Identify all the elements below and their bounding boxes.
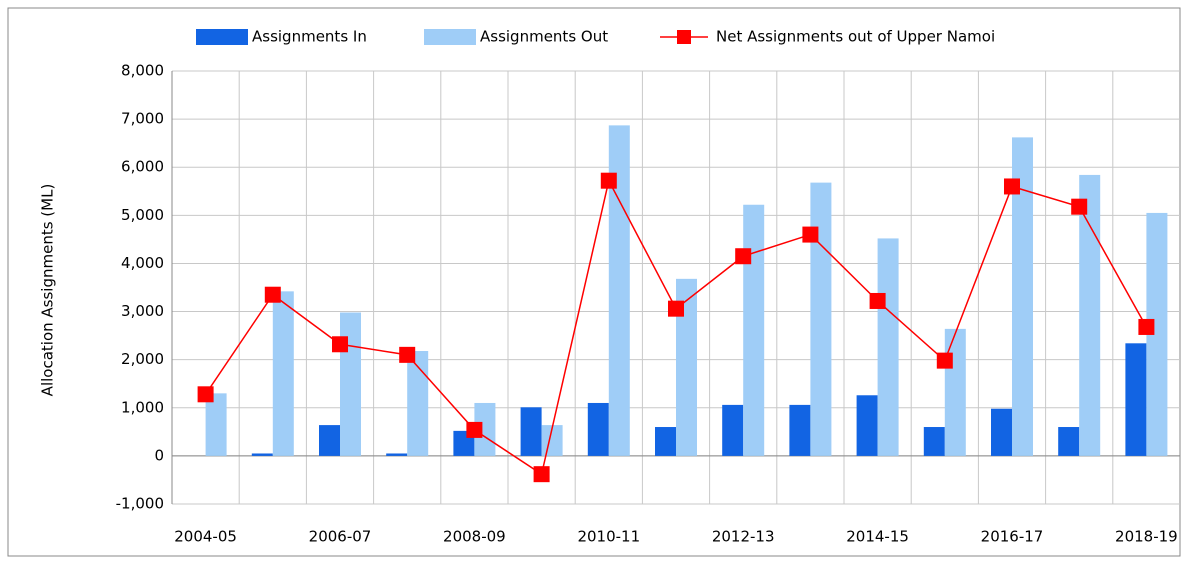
bar — [944, 328, 966, 456]
line-marker — [936, 352, 953, 369]
bar — [386, 453, 408, 456]
bar — [923, 427, 945, 456]
bar — [319, 425, 340, 456]
bar — [991, 408, 1012, 456]
legend-swatch — [424, 29, 476, 45]
y-tick-label: 2,000 — [121, 350, 164, 368]
y-axis-label: Allocation Assignments (ML) — [39, 184, 57, 397]
bar — [722, 404, 744, 456]
y-tick-label: 0 — [154, 446, 164, 464]
bar — [743, 204, 765, 456]
line-marker — [1004, 178, 1020, 195]
bar — [810, 182, 832, 456]
bar — [1058, 427, 1080, 456]
x-tick-label: 2014-15 — [846, 528, 909, 546]
bar — [1146, 212, 1168, 456]
bar — [655, 427, 676, 456]
legend-label: Assignments Out — [480, 28, 608, 46]
x-tick-label: 2016-17 — [981, 528, 1044, 546]
legend-label: Net Assignments out of Upper Namoi — [716, 28, 995, 46]
bar — [474, 402, 496, 456]
bar — [856, 395, 878, 456]
y-tick-label: 4,000 — [121, 254, 164, 272]
x-tick-label: 2008-09 — [443, 528, 506, 546]
line-marker — [197, 386, 214, 403]
bar — [1125, 343, 1147, 456]
line-marker — [466, 421, 483, 438]
y-tick-label: -1,000 — [116, 495, 164, 513]
legend-label: Assignments In — [252, 28, 367, 46]
x-tick-label: 2004-05 — [174, 528, 237, 546]
bar — [1079, 174, 1101, 456]
legend-swatch — [196, 29, 248, 45]
x-tick-label: 2012-13 — [712, 528, 775, 546]
line-marker — [332, 336, 348, 353]
y-tick-label: 3,000 — [121, 302, 164, 320]
bar — [520, 407, 542, 456]
x-tick-label: 2010-11 — [577, 528, 640, 546]
line-marker — [600, 172, 617, 189]
line-marker — [264, 286, 281, 303]
bar — [587, 402, 609, 456]
y-tick-label: 8,000 — [121, 62, 164, 80]
bar — [789, 404, 811, 456]
line-marker — [802, 226, 819, 243]
y-tick-label: 6,000 — [121, 158, 164, 176]
x-tick-label: 2006-07 — [309, 528, 372, 546]
x-tick-label: 2018-19 — [1115, 528, 1178, 546]
line-marker — [735, 248, 752, 265]
bar — [608, 125, 630, 456]
y-tick-label: 1,000 — [121, 398, 164, 416]
chart-frame — [7, 7, 1181, 557]
y-tick-label: 5,000 — [121, 206, 164, 224]
y-tick-label: 7,000 — [121, 110, 164, 128]
line-marker — [668, 300, 684, 317]
legend-marker — [677, 30, 691, 44]
bar — [877, 238, 899, 456]
bar — [205, 393, 227, 456]
bar — [676, 278, 697, 456]
line-marker — [533, 466, 550, 483]
line-marker — [1138, 318, 1155, 335]
bar — [340, 312, 361, 456]
bar — [272, 291, 294, 456]
bar — [251, 453, 273, 456]
bar — [1012, 137, 1033, 456]
bar — [407, 351, 429, 456]
line-marker — [869, 292, 886, 309]
line-marker — [399, 346, 416, 363]
line-marker — [1071, 198, 1088, 215]
